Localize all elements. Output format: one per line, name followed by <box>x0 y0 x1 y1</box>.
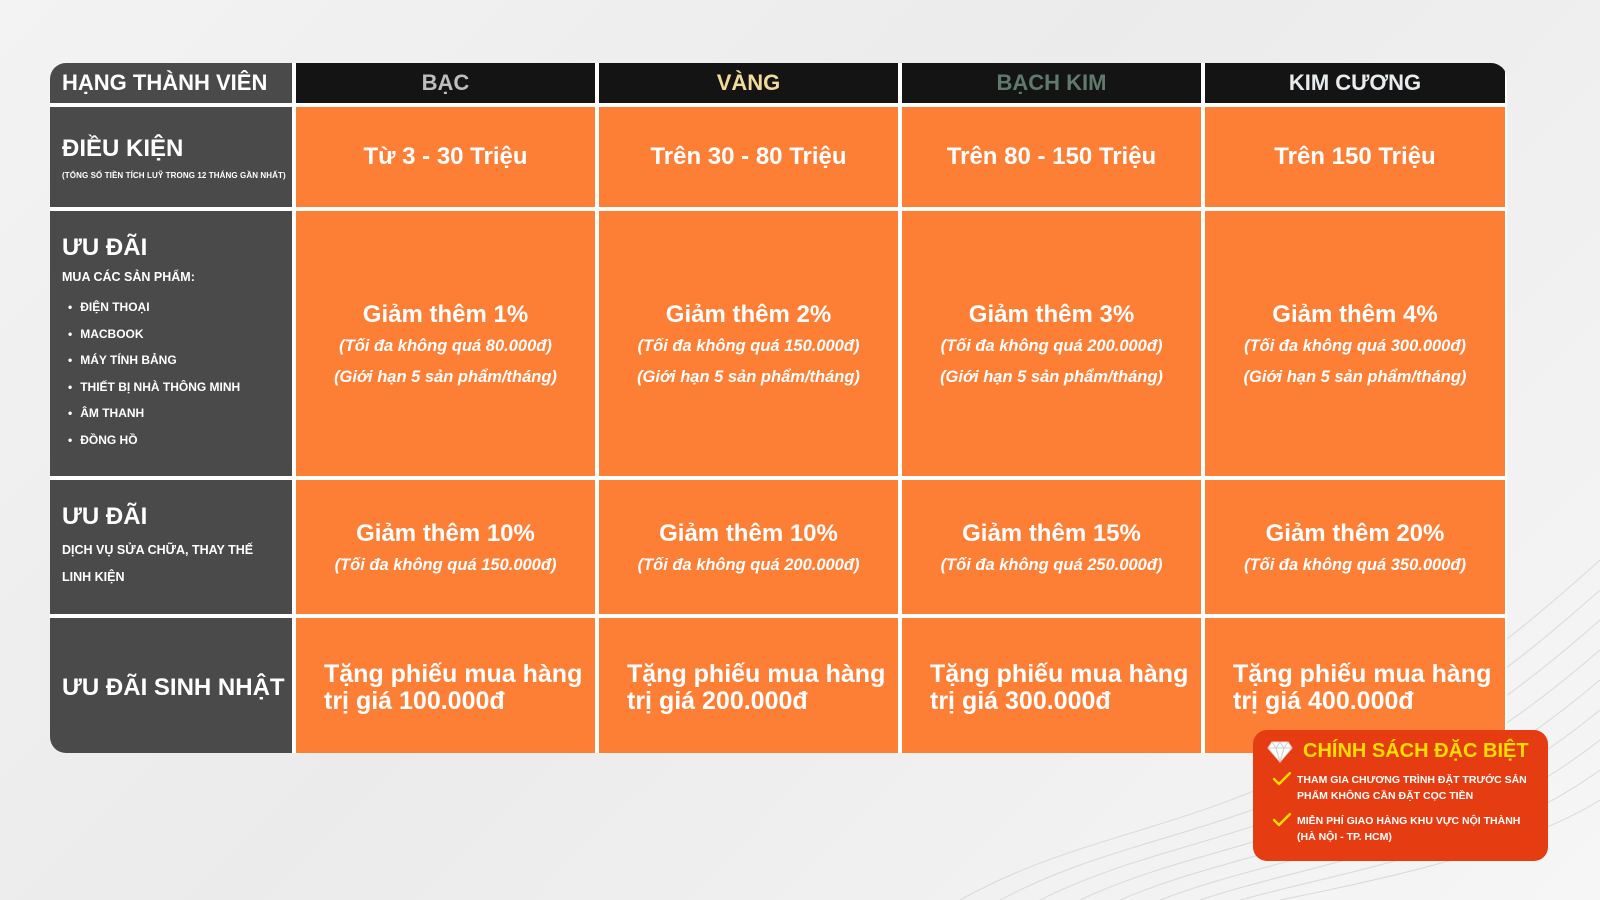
tier-header-gold: VÀNG <box>599 63 898 103</box>
check-icon <box>1273 772 1291 786</box>
service-offer-title: ƯU ĐÃI <box>62 503 148 530</box>
check-icon <box>1273 813 1291 827</box>
special-policy-title: CHÍNH SÁCH ĐẶC BIỆT <box>1303 740 1529 762</box>
service-offer-description: DỊCH VỤ SỬA CHỮA, THAY THẾ LINH KIỆN <box>62 543 254 584</box>
birthday-platinum: Tặng phiếu mua hàng trị giá 300.000đ <box>902 618 1201 753</box>
birthday-title: ƯU ĐÃI SINH NHẬT <box>62 673 285 701</box>
product-offer-gold: Giảm thêm 2% (Tối đa không quá 150.000đ)… <box>599 211 898 476</box>
header-corner: HẠNG THÀNH VIÊN <box>50 63 292 103</box>
row-label-birthday: ƯU ĐÃI SINH NHẬT <box>50 618 292 753</box>
product-offer-platinum: Giảm thêm 3% (Tối đa không quá 200.000đ)… <box>902 211 1201 476</box>
birthday-gold: Tặng phiếu mua hàng trị giá 200.000đ <box>599 618 898 753</box>
product-offer-intro: MUA CÁC SẢN PHẨM: <box>62 270 195 284</box>
product-category-item: THIẾT BỊ NHÀ THÔNG MINH <box>68 374 240 401</box>
birthday-silver: Tặng phiếu mua hàng trị giá 100.000đ <box>296 618 595 753</box>
special-policy-item: MIỄN PHÍ GIAO HÀNG KHU VỰC NỘI THÀNH (HÀ… <box>1267 813 1534 845</box>
condition-gold: Trên 30 - 80 Triệu <box>599 107 898 207</box>
tier-header-platinum: BẠCH KIM <box>902 63 1201 103</box>
row-label-product-offer: ƯU ĐÃI MUA CÁC SẢN PHẨM: ĐIỆN THOẠI MACB… <box>50 211 292 476</box>
service-offer-platinum: Giảm thêm 15% (Tối đa không quá 250.000đ… <box>902 480 1201 614</box>
condition-platinum: Trên 80 - 150 Triệu <box>902 107 1201 207</box>
product-offer-diamond: Giảm thêm 4% (Tối đa không quá 300.000đ)… <box>1205 211 1505 476</box>
product-category-item: MÁY TÍNH BẢNG <box>68 347 240 374</box>
condition-silver: Từ 3 - 30 Triệu <box>296 107 595 207</box>
row-label-service-offer: ƯU ĐÃI DỊCH VỤ SỬA CHỮA, THAY THẾ LINH K… <box>50 480 292 614</box>
product-offer-title: ƯU ĐÃI <box>62 234 148 261</box>
product-category-item: ÂM THANH <box>68 400 240 427</box>
product-offer-silver: Giảm thêm 1% (Tối đa không quá 80.000đ) … <box>296 211 595 476</box>
membership-tier-table: HẠNG THÀNH VIÊN BẠC VÀNG BẠCH KIM KIM CƯ… <box>50 63 1507 753</box>
special-policy-header: CHÍNH SÁCH ĐẶC BIỆT <box>1267 740 1534 763</box>
condition-subtitle: (TỔNG SỐ TIỀN TÍCH LUỸ TRONG 12 THÁNG GẦ… <box>62 170 286 180</box>
product-category-item: MACBOOK <box>68 321 240 348</box>
special-policy-card: CHÍNH SÁCH ĐẶC BIỆT THAM GIA CHƯƠNG TRÌN… <box>1253 730 1548 861</box>
service-offer-silver: Giảm thêm 10% (Tối đa không quá 150.000đ… <box>296 480 595 614</box>
product-category-list: ĐIỆN THOẠI MACBOOK MÁY TÍNH BẢNG THIẾT B… <box>62 294 240 453</box>
product-category-item: ĐỒNG HỒ <box>68 427 240 454</box>
special-policy-item: THAM GIA CHƯƠNG TRÌNH ĐẶT TRƯỚC SẢN PHẨM… <box>1267 772 1534 804</box>
condition-title: ĐIỀU KIỆN <box>62 134 184 162</box>
condition-diamond: Trên 150 Triệu <box>1205 107 1505 207</box>
service-offer-gold: Giảm thêm 10% (Tối đa không quá 200.000đ… <box>599 480 898 614</box>
diamond-icon <box>1267 740 1293 763</box>
row-label-condition: ĐIỀU KIỆN (TỔNG SỐ TIỀN TÍCH LUỸ TRONG 1… <box>50 107 292 207</box>
tier-header-silver: BẠC <box>296 63 595 103</box>
product-category-item: ĐIỆN THOẠI <box>68 294 240 321</box>
tier-header-diamond: KIM CƯƠNG <box>1205 63 1505 103</box>
service-offer-diamond: Giảm thêm 20% (Tối đa không quá 350.000đ… <box>1205 480 1505 614</box>
